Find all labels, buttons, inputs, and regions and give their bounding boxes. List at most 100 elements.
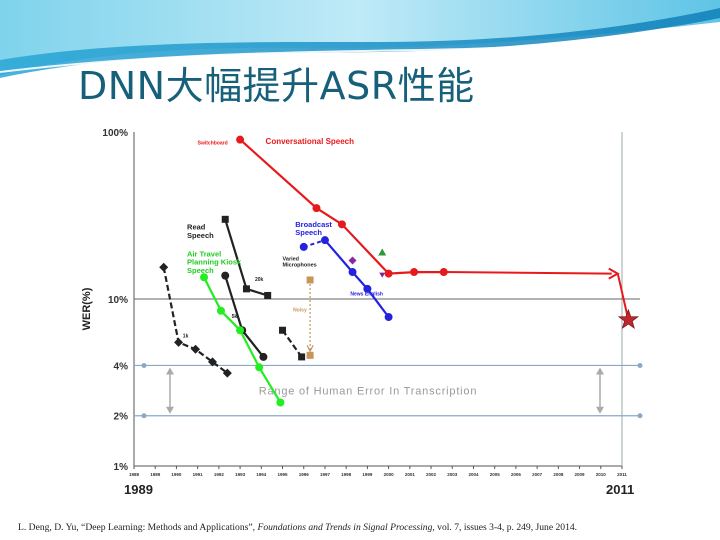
annotation-6: Broadcast Speech <box>295 220 332 237</box>
y-tick-label-0: 100% <box>102 128 128 139</box>
noisy-arrow-head <box>306 345 314 353</box>
annotation-7: Varied Microphones <box>283 257 317 269</box>
series-3-point-2 <box>191 344 201 354</box>
gridline-marker-1 <box>141 362 147 368</box>
series-0-line <box>239 138 444 275</box>
series-2-point-0 <box>221 215 229 223</box>
series-2-point-2 <box>264 291 272 299</box>
x-tick-label-2: 1990 <box>171 472 182 477</box>
series-7-point-0 <box>306 276 314 284</box>
series-1-point-2 <box>348 268 357 277</box>
annotation-1: Read Speech <box>187 223 214 240</box>
annotation-3-line-0: 1k <box>183 333 189 339</box>
annotation-4: 5k <box>232 314 238 320</box>
series-5-point-4 <box>276 398 285 407</box>
x-range-end-label: 2011 <box>606 482 634 497</box>
series-3-point-1 <box>174 337 184 347</box>
series-0-point-3 <box>384 269 393 278</box>
x-tick-label-11: 1999 <box>362 472 373 477</box>
annotation-5-line-0: Air Travel <box>187 249 221 258</box>
series-3-point-0 <box>159 262 169 272</box>
annotation-2: 20k <box>255 277 264 283</box>
annotation-9: News English <box>350 291 383 297</box>
series-3-point-3 <box>208 357 218 367</box>
annotation-9-line-0: News English <box>350 291 383 297</box>
series-0-point-2 <box>337 220 346 229</box>
series-5-point-3 <box>255 363 264 372</box>
x-tick-label-21: 2009 <box>575 472 586 477</box>
band-arrow-left-head-bottom <box>166 406 174 414</box>
series-4-point-0 <box>221 271 230 280</box>
annotation-0: Switchboard <box>198 141 228 147</box>
annotation-3: 1k <box>183 333 189 339</box>
chart-container: Range of Human Error In Transcription 100… <box>72 118 648 504</box>
annotation-7-line-0: Varied <box>283 257 300 263</box>
annotation-10-line-0: Conversational Speech <box>266 137 355 146</box>
citation-venue: Foundations and Trends in Signal Process… <box>257 522 433 533</box>
y-tick-label-4: 1% <box>114 462 129 473</box>
annotation-5-line-2: Speech <box>187 266 214 275</box>
citation-details: , vol. 7, issues 3-4, p. 249, June 2014. <box>432 522 578 533</box>
band-arrow-right-head-top <box>596 367 604 375</box>
annotation-7-line-1: Microphones <box>283 263 317 269</box>
series-6-point-0 <box>279 326 287 334</box>
header-wave-banner <box>0 0 720 78</box>
x-tick-label-19: 2007 <box>532 472 543 477</box>
extra-marker-purple <box>348 256 357 265</box>
series-3-point-4 <box>222 368 232 378</box>
x-tick-label-7: 1995 <box>278 472 289 477</box>
series-0-star <box>617 308 640 329</box>
series-7-point-1 <box>306 351 314 359</box>
x-tick-label-16: 2004 <box>468 472 479 477</box>
annotation-10: Conversational Speech <box>266 137 355 146</box>
y-tick-label-2: 4% <box>114 361 129 372</box>
series-3-line <box>162 266 229 374</box>
x-tick-label-13: 2001 <box>405 472 416 477</box>
series-4-point-2 <box>259 352 268 361</box>
series-1-line <box>324 239 390 318</box>
x-tick-label-18: 2006 <box>511 472 522 477</box>
series-5-point-2 <box>236 326 245 335</box>
annotation-1-line-1: Speech <box>187 231 214 240</box>
extra-marker-violet <box>379 272 386 278</box>
gridline-marker-end-2 <box>637 413 643 419</box>
annotation-6-line-0: Broadcast <box>295 220 332 229</box>
series-2-point-1 <box>242 285 250 293</box>
wer-chart: Range of Human Error In Transcription 100… <box>81 128 643 497</box>
series-1-point-4 <box>384 313 393 322</box>
series-1-point-1 <box>320 236 329 245</box>
y-axis-label: WER(%) <box>81 287 93 330</box>
band-arrow-right-head-bottom <box>596 406 604 414</box>
x-tick-label-23: 2011 <box>617 472 627 477</box>
x-range-start-label: 1989 <box>124 482 153 497</box>
series-0-star-connector <box>616 273 630 321</box>
series-0-point-1 <box>312 204 321 213</box>
x-tick-label-3: 1991 <box>193 472 204 477</box>
x-tick-label-20: 2008 <box>553 472 564 477</box>
citation-authors: L. Deng, D. Yu, “Deep Learning: Methods … <box>18 522 256 533</box>
x-tick-label-0: 1988 <box>129 472 140 477</box>
slide-title: DNN大幅提升ASR性能 <box>78 64 475 108</box>
x-tick-label-4: 1992 <box>214 472 225 477</box>
series-0-point-0 <box>236 135 245 144</box>
annotation-0-line-0: Switchboard <box>198 141 228 147</box>
x-tick-label-14: 2002 <box>426 472 437 477</box>
x-tick-label-17: 2005 <box>490 472 501 477</box>
series-6-line <box>281 329 303 358</box>
annotation-5-line-1: Planning Kiosk <box>187 258 242 267</box>
x-tick-label-15: 2003 <box>447 472 458 477</box>
series-5-point-0 <box>200 273 209 282</box>
series-1-point-0 <box>299 242 308 251</box>
band-arrow-left-head-top <box>166 367 174 375</box>
x-tick-label-1: 1989 <box>150 472 161 477</box>
human-error-label: Range of Human Error In Transcription <box>259 386 478 398</box>
series-0-extension <box>443 271 612 275</box>
annotation-4-line-0: 5k <box>232 314 238 320</box>
x-tick-label-6: 1994 <box>256 472 267 477</box>
x-tick-label-9: 1997 <box>320 472 331 477</box>
x-tick-label-10: 1998 <box>341 472 352 477</box>
annotation-5: Air Travel Planning Kiosk Speech <box>187 249 242 275</box>
annotation-8: Noisy <box>293 308 307 314</box>
x-tick-label-22: 2010 <box>596 472 607 477</box>
